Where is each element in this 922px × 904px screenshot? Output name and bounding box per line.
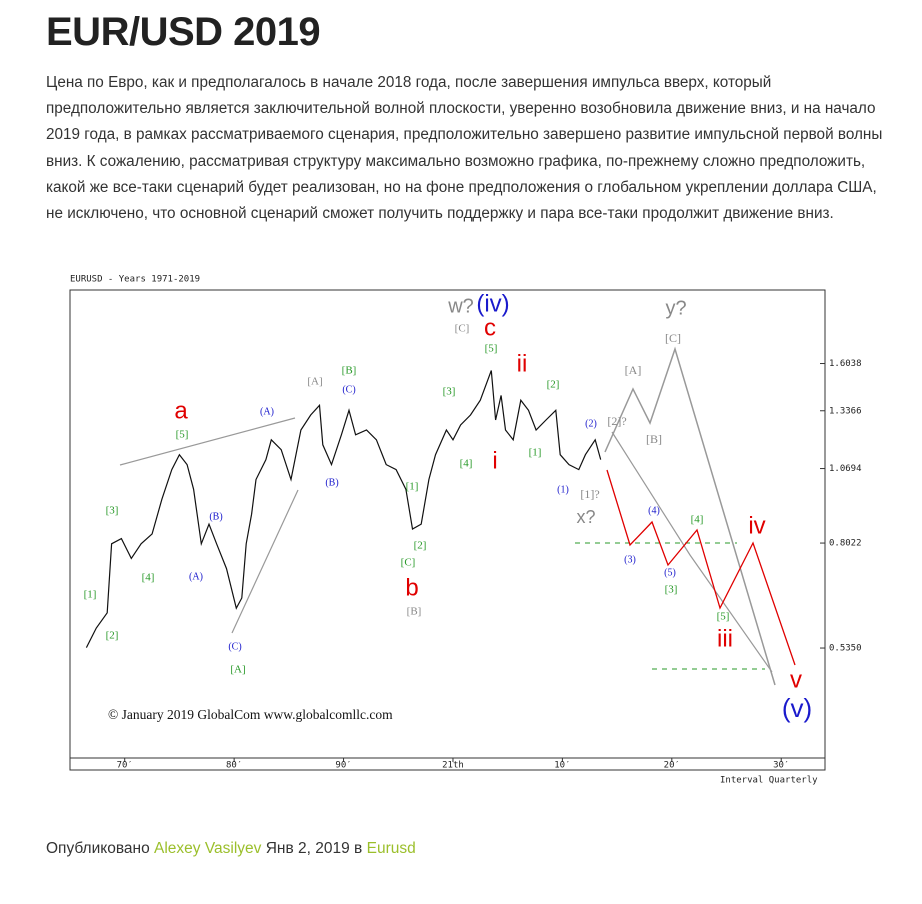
- forecast-path: [606, 469, 796, 666]
- wave-label: ii: [517, 350, 528, 377]
- wave-label: [4]: [142, 572, 155, 584]
- wave-label: (A): [189, 571, 203, 582]
- wave-label: (1): [557, 484, 569, 495]
- wave-label: [B]: [407, 606, 422, 618]
- wave-label: [2]: [547, 379, 560, 391]
- wave-label: (4): [648, 505, 660, 516]
- wave-label: (B): [209, 511, 222, 522]
- wave-label: [2]: [106, 630, 119, 642]
- wave-label: w?: [447, 295, 474, 317]
- wave-label: iv: [748, 512, 765, 539]
- x-tick-label: 10′: [554, 761, 570, 771]
- wave-label: (2): [585, 418, 597, 429]
- wave-label: (iv): [476, 290, 509, 317]
- x-tick-label: 30′: [773, 761, 789, 771]
- wave-label: [2]?: [607, 414, 626, 428]
- wave-label: [C]: [665, 331, 681, 345]
- wave-label: (A): [260, 406, 274, 417]
- wave-label: [1]: [529, 447, 542, 459]
- chart-frame: [69, 289, 826, 771]
- wave-label: [3]: [106, 505, 119, 517]
- wave-label: [3]: [665, 584, 678, 596]
- price-line: [85, 370, 602, 648]
- wave-label: [5]: [176, 429, 189, 441]
- wave-label: (B): [325, 477, 338, 488]
- wave-label: [C]: [455, 323, 470, 335]
- y-tick-label: 0.5350: [829, 644, 862, 654]
- trend-line: [231, 489, 299, 634]
- post-title: EUR/USD 2019: [46, 10, 321, 54]
- wave-label: (C): [342, 384, 355, 395]
- x-tick-label: 20′: [664, 761, 680, 771]
- copyright: © January 2019 GlobalCom www.globalcomll…: [108, 707, 393, 722]
- x-tick-label: 90′: [335, 761, 351, 771]
- trend-line: [119, 417, 296, 466]
- forecast-path: [604, 346, 776, 686]
- wave-label: [4]: [691, 514, 704, 526]
- wave-label: [5]: [485, 343, 498, 355]
- wave-label: [1]: [84, 589, 97, 601]
- y-tick-label: 0.8022: [829, 539, 862, 549]
- x-tick-label: 21th: [442, 761, 464, 771]
- wave-label: [C]: [401, 557, 416, 569]
- y-tick-label: 1.3366: [829, 406, 862, 416]
- wave-label: b: [405, 574, 418, 601]
- wave-label: a: [174, 397, 188, 424]
- post-meta: Опубликовано Alexey Vasilyev Янв 2, 2019…: [46, 840, 416, 858]
- wave-label: (3): [624, 554, 636, 565]
- wave-label: (v): [782, 693, 812, 723]
- wave-label: [5]: [717, 611, 730, 623]
- y-tick-label: 1.6038: [829, 359, 862, 369]
- wave-label: iii: [717, 625, 733, 652]
- wave-label: [4]: [460, 458, 473, 470]
- chart-title: EURUSD - Years 1971-2019: [70, 275, 200, 285]
- wave-label: i: [492, 447, 497, 474]
- post-text: Цена по Евро, как и предполагалось в нач…: [46, 74, 883, 223]
- category-link[interactable]: Eurusd: [366, 840, 416, 857]
- y-tick-label: 1.0694: [829, 464, 862, 474]
- wave-label: [B]: [646, 432, 662, 446]
- author-link[interactable]: Alexey Vasilyev: [154, 840, 262, 857]
- wave-label: [1]: [406, 481, 419, 493]
- meta-text: Янв 2, 2019 в: [265, 840, 363, 857]
- wave-label: [A]: [230, 664, 245, 676]
- wave-label: [3]: [443, 386, 456, 398]
- wave-label: [A]: [307, 376, 322, 388]
- wave-label: x?: [576, 507, 595, 527]
- x-tick-label: 80′: [226, 761, 242, 771]
- wave-label: c: [484, 314, 496, 341]
- x-tick-label: 70′: [117, 761, 133, 771]
- forecast-path: [611, 431, 773, 673]
- wave-label: [1]?: [580, 487, 599, 501]
- wave-label: [A]: [625, 363, 642, 377]
- wave-label: [2]: [414, 540, 427, 552]
- wave-label: (5): [664, 567, 676, 578]
- x-axis-label: Interval Quarterly: [720, 776, 818, 786]
- wave-label: y?: [665, 297, 686, 319]
- meta-text: Опубликовано: [46, 840, 150, 857]
- wave-label: v: [790, 666, 802, 693]
- wave-label: [B]: [342, 365, 357, 377]
- wave-label: (C): [228, 641, 241, 652]
